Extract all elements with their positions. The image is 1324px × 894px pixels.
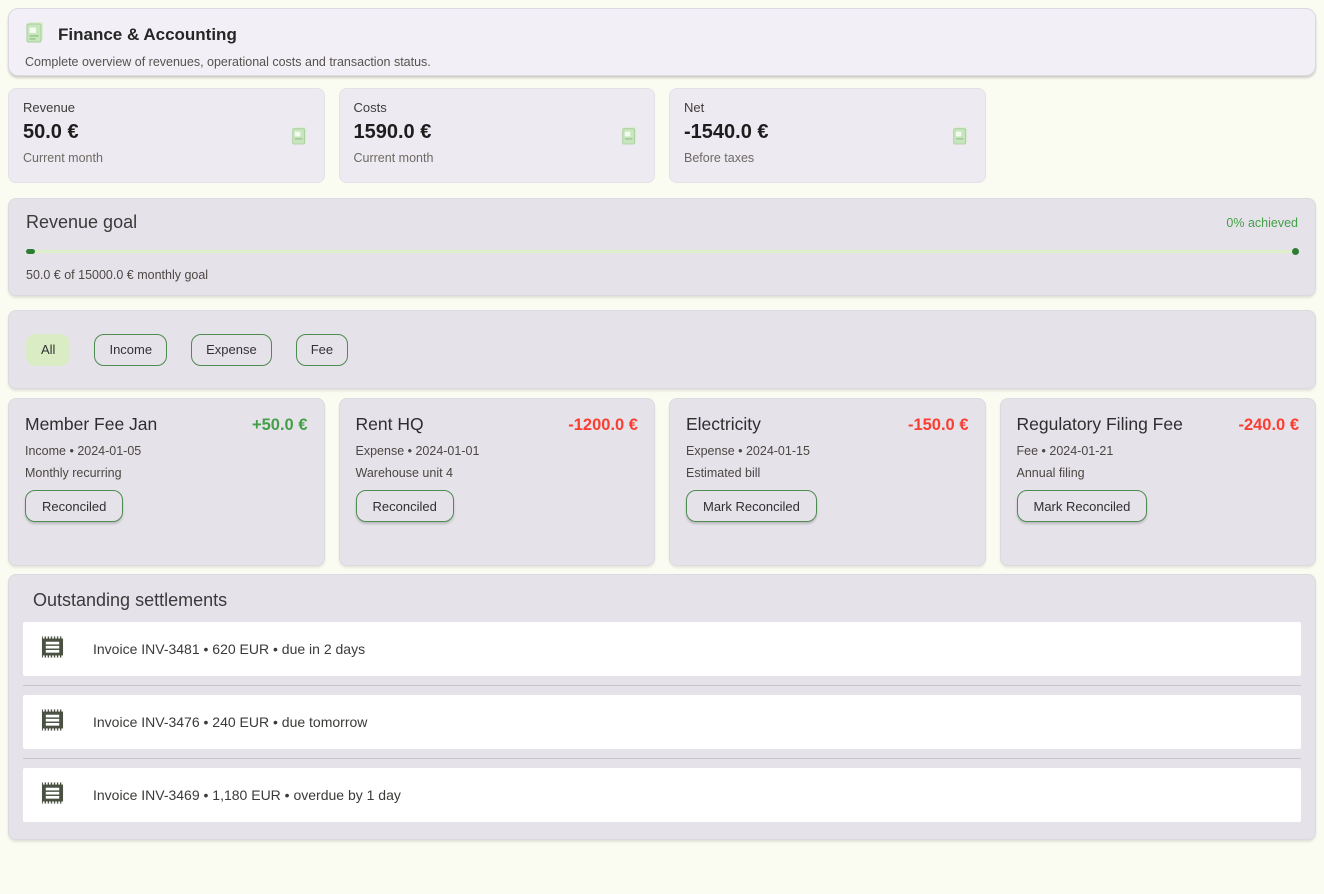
goal-progress-bar — [26, 248, 1299, 255]
stat-caption: Before taxes — [684, 151, 755, 165]
reconcile-button[interactable]: Reconciled — [25, 490, 124, 522]
mark-reconciled-button[interactable]: Mark Reconciled — [686, 490, 817, 522]
mark-reconciled-button[interactable]: Mark Reconciled — [1016, 490, 1148, 522]
transaction-card: Electricity -150.0 € Expense • 2024-01-1… — [669, 398, 986, 566]
reconcile-button[interactable]: Reconciled — [355, 490, 454, 522]
invoice-receipt-icon — [41, 634, 64, 665]
revenue-goal-panel: Revenue goal 0% achieved 50.0 € of 15000… — [8, 198, 1316, 296]
settlements-list: Invoice INV-3481 • 620 EUR • due in 2 da… — [23, 622, 1301, 822]
progress-start-marker — [26, 249, 35, 254]
invoice-row-text: Invoice INV-3481 • 620 EUR • due in 2 da… — [93, 641, 366, 657]
stat-caption: Current month — [353, 151, 434, 165]
transaction-card: Rent HQ -1200.0 € Expense • 2024-01-01 W… — [338, 398, 655, 566]
invoice-receipt-icon — [41, 780, 64, 811]
filter-bar: All Income Expense Fee — [8, 310, 1316, 389]
ledger-icon — [25, 21, 45, 48]
transaction-meta: Expense • 2024-01-01 — [355, 444, 480, 458]
settlements-title: Outstanding settlements — [33, 590, 228, 610]
invoice-row[interactable]: Invoice INV-3481 • 620 EUR • due in 2 da… — [23, 622, 1301, 676]
transaction-card: Member Fee Jan +50.0 € Income • 2024-01-… — [8, 398, 325, 566]
receipt-icon — [952, 125, 969, 151]
stat-value: 50.0 € — [23, 121, 79, 143]
stat-label: Revenue — [23, 100, 76, 115]
stat-value: 1590.0 € — [353, 121, 432, 143]
stat-label: Net — [684, 100, 705, 115]
invoice-row[interactable]: Invoice INV-3469 • 1,180 EUR • overdue b… — [23, 768, 1301, 822]
transaction-title: Electricity — [686, 414, 761, 434]
transaction-description: Annual filing — [1016, 466, 1085, 480]
stat-card-revenue: Revenue 50.0 € Current month — [8, 88, 325, 183]
row-divider — [23, 758, 1301, 759]
row-divider — [23, 685, 1301, 686]
progress-end-marker — [1292, 248, 1299, 255]
goal-achieved-badge: 0% achieved — [1226, 215, 1298, 230]
outstanding-settlements-panel: Outstanding settlements Invoice INV-3481… — [8, 574, 1316, 840]
stat-card-costs: Costs 1590.0 € Current month — [338, 88, 655, 183]
transaction-meta: Income • 2024-01-05 — [25, 444, 142, 458]
transaction-amount: -1200.0 € — [568, 416, 638, 434]
receipt-icon — [291, 125, 308, 151]
invoice-receipt-icon — [41, 707, 64, 738]
revenue-goal-title: Revenue goal — [26, 212, 138, 232]
stat-value: -1540.0 € — [684, 121, 769, 143]
filter-all[interactable]: All — [26, 333, 71, 366]
transaction-card: Regulatory Filing Fee -240.0 € Fee • 202… — [999, 398, 1316, 566]
stat-caption: Current month — [23, 151, 103, 165]
stat-label: Costs — [353, 100, 387, 115]
transaction-description: Warehouse unit 4 — [355, 466, 454, 480]
transaction-description: Monthly recurring — [25, 466, 122, 480]
transaction-title: Regulatory Filing Fee — [1016, 414, 1183, 434]
filter-fee[interactable]: Fee — [295, 333, 349, 366]
invoice-row[interactable]: Invoice INV-3476 • 240 EUR • due tomorro… — [23, 695, 1301, 749]
stat-card-net: Net -1540.0 € Before taxes — [669, 88, 986, 183]
page-title: Finance & Accounting — [58, 24, 237, 44]
transactions-grid: Member Fee Jan +50.0 € Income • 2024-01-… — [8, 398, 1316, 566]
transaction-description: Estimated bill — [686, 466, 761, 480]
filter-income[interactable]: Income — [94, 333, 168, 366]
transaction-title: Member Fee Jan — [25, 414, 158, 434]
invoice-row-text: Invoice INV-3469 • 1,180 EUR • overdue b… — [93, 787, 401, 803]
page-subtitle: Complete overview of revenues, operation… — [25, 55, 431, 69]
transaction-amount: -240.0 € — [1238, 416, 1299, 434]
transaction-meta: Fee • 2024-01-21 — [1016, 444, 1114, 458]
invoice-row-text: Invoice INV-3476 • 240 EUR • due tomorro… — [93, 714, 368, 730]
transaction-title: Rent HQ — [355, 414, 424, 434]
receipt-icon — [621, 125, 638, 151]
transaction-amount: +50.0 € — [251, 416, 308, 434]
transaction-amount: -150.0 € — [907, 416, 969, 434]
stat-cards-row: Revenue 50.0 € Current month Costs 1590.… — [8, 88, 1316, 183]
filter-expense[interactable]: Expense — [191, 333, 272, 366]
goal-caption: 50.0 € of 15000.0 € monthly goal — [26, 268, 209, 282]
page-header: Finance & Accounting Complete overview o… — [8, 8, 1316, 76]
transaction-meta: Expense • 2024-01-15 — [686, 444, 810, 458]
